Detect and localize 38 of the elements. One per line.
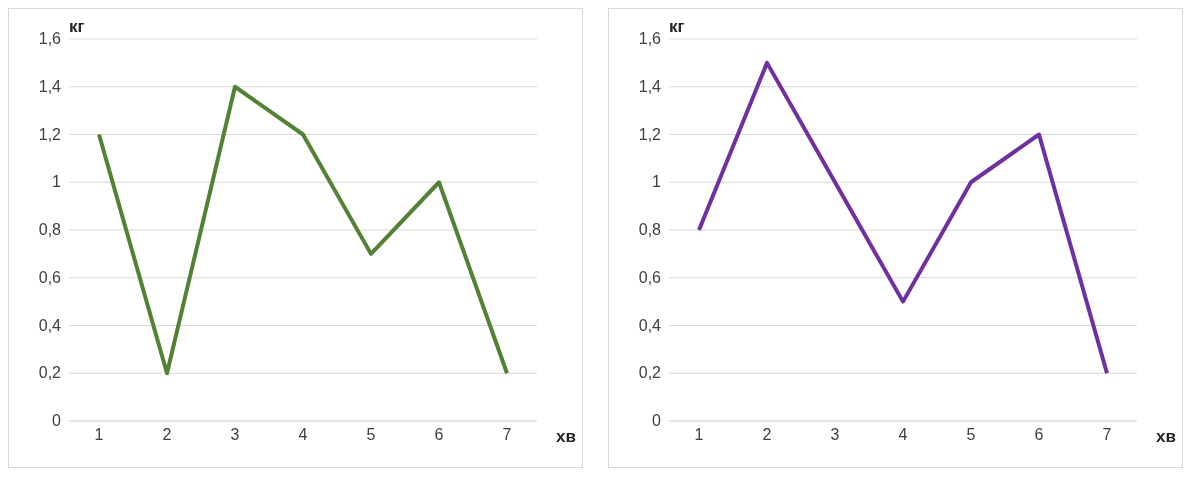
y-tick-label: 0,2: [638, 364, 662, 382]
y-axis-title: кг: [69, 17, 85, 37]
x-tick-label: 5: [966, 426, 976, 444]
y-tick-label: 0,8: [38, 221, 62, 238]
y-tick-label: 1,2: [38, 125, 62, 143]
y-tick-label: 0,6: [38, 268, 62, 286]
y-tick-label: 1: [652, 173, 662, 191]
x-tick-label: 1: [94, 426, 104, 444]
x-tick-label: 6: [434, 426, 444, 444]
y-tick-label: 0,8: [638, 221, 662, 238]
x-tick-label: 7: [1102, 426, 1112, 444]
y-tick-label: 1,6: [38, 30, 62, 47]
x-tick-label: 3: [230, 426, 240, 444]
y-tick-label: 0,4: [638, 316, 662, 334]
y-tick-label: 0,4: [38, 316, 62, 334]
y-tick-label: 1,4: [638, 77, 662, 95]
x-axis-title: хв: [556, 427, 576, 447]
y-tick-label: 0: [652, 412, 662, 429]
y-tick-label: 0: [52, 412, 62, 429]
line-series: [697, 60, 1109, 376]
x-tick-label: 2: [162, 426, 172, 444]
x-tick-label: 6: [1034, 426, 1044, 444]
y-tick-label: 1: [52, 173, 62, 191]
x-tick-label: 3: [830, 426, 840, 444]
x-tick-label: 7: [502, 426, 512, 444]
x-axis-title: хв: [1156, 427, 1176, 447]
x-tick-label: 2: [762, 426, 772, 444]
x-tick-label: 1: [694, 426, 704, 444]
y-tick-label: 1,4: [38, 77, 62, 95]
y-tick-label: 0,2: [38, 364, 62, 382]
y-tick-label: 1,6: [638, 30, 662, 47]
line-series: [97, 84, 509, 376]
x-tick-label: 4: [298, 426, 308, 444]
y-tick-label: 0,6: [638, 268, 662, 286]
y-tick-label: 1,2: [638, 125, 662, 143]
y-axis-title: кг: [669, 17, 685, 37]
x-tick-label: 4: [898, 426, 908, 444]
x-tick-label: 5: [366, 426, 376, 444]
